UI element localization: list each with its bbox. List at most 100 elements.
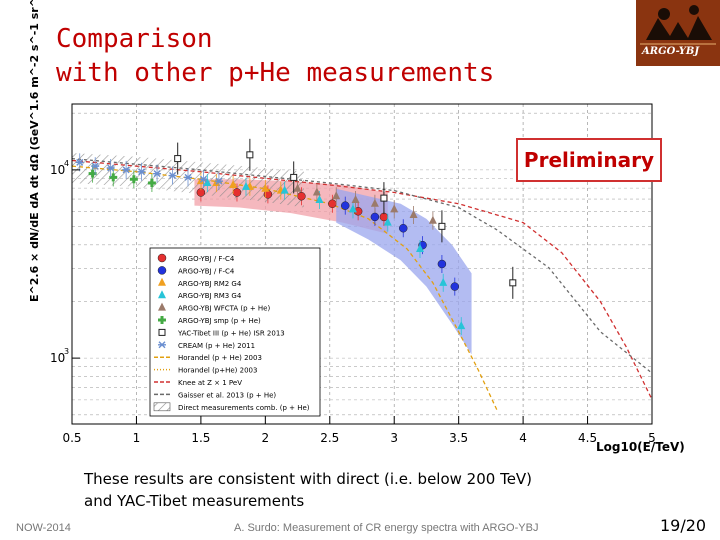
data-point (438, 222, 446, 230)
legend-label: Horandel (p+He) 2003 (178, 367, 257, 375)
x-tick-label: 3 (390, 431, 398, 445)
data-point (168, 172, 177, 180)
legend-swatch (158, 341, 166, 349)
y-tick-label: 10 (50, 163, 65, 177)
data-point (137, 168, 146, 176)
legend-swatch (153, 402, 171, 412)
data-point (315, 195, 324, 203)
data-point (214, 177, 223, 185)
data-point (174, 155, 182, 163)
data-point (109, 173, 118, 182)
legend-swatch (157, 253, 167, 263)
legend-label: ARGO-YBJ smp (p + He) (178, 317, 261, 325)
x-tick-label: 1 (133, 431, 141, 445)
legend-label: YAC-Tibet III (p + He) ISR 2013 (177, 329, 285, 337)
data-point (332, 191, 341, 200)
systematic-band (336, 188, 472, 355)
data-point (312, 187, 321, 196)
x-tick-label: 0.5 (62, 431, 81, 445)
note-line-1: These results are consistent with direct… (84, 470, 533, 488)
data-point (416, 243, 424, 252)
data-point (122, 166, 131, 174)
y-tick-exponent: 3 (64, 347, 69, 356)
page-number: 19/20 (660, 516, 707, 535)
legend-label: Knee at Z × 1 PeV (178, 379, 242, 387)
data-point (340, 201, 350, 210)
data-point (246, 151, 254, 159)
legend-swatch (158, 290, 166, 299)
data-point (380, 194, 388, 202)
data-point (351, 195, 360, 203)
legend: ARGO-YBJ / F-C4 ARGO-YBJ / F-C4 ARGO-YBJ R… (149, 247, 321, 417)
data-point (439, 277, 448, 286)
data-point (293, 183, 302, 192)
legend-label: ARGO-YBJ / F-C4 (178, 255, 235, 263)
data-point (457, 321, 466, 330)
model-curve (71, 165, 498, 412)
logo-art-icon (636, 0, 720, 66)
legend-label: ARGO-YBJ RM3 G4 (178, 292, 242, 300)
data-point (390, 204, 399, 213)
data-point (196, 176, 205, 185)
legend-label: Direct measurements comb. (p + He) (178, 404, 310, 412)
data-point (232, 188, 242, 197)
slide-title: Comparison with other p+He measurements (56, 22, 494, 90)
conclusion-note: These results are consistent with direct… (84, 468, 532, 512)
data-point (129, 175, 138, 184)
data-point (398, 223, 408, 233)
legend-label: ARGO-YBJ RM2 G4 (178, 280, 242, 288)
data-point (437, 259, 447, 269)
x-tick-label: 4 (519, 431, 527, 445)
data-point (370, 212, 380, 222)
data-point (203, 178, 212, 187)
note-line-2: and YAC-Tibet measurements (84, 492, 305, 510)
legend-swatch (158, 328, 166, 336)
data-point (91, 162, 100, 170)
x-axis-label: Log10(E/TeV) (596, 440, 685, 454)
data-point (428, 215, 437, 224)
model-curve (71, 157, 653, 374)
data-point (297, 191, 306, 201)
preliminary-badge: Preliminary (516, 138, 662, 182)
legend-swatch (158, 277, 166, 286)
legend-swatch (157, 266, 167, 275)
data-point (409, 210, 418, 219)
x-tick-label: 2.5 (320, 431, 339, 445)
legend-label: Horandel (p + He) 2003 (178, 354, 262, 362)
legend-box (149, 247, 321, 417)
x-tick-label: 5 (648, 431, 656, 445)
y-tick-label: 10 (50, 351, 65, 365)
footer-conference: NOW-2014 (16, 522, 71, 534)
title-line-1: Comparison (56, 24, 213, 54)
x-tick-label: 4.5 (578, 431, 597, 445)
data-point (280, 185, 289, 194)
legend-label: Gaisser et al. 2013 (p + He) (178, 391, 276, 399)
data-point (328, 199, 337, 209)
data-point (199, 175, 208, 183)
y-axis-label-group: E^2.6 × dN/dE dA dt dΩ (GeV^1.6 m^-2 s^-… (28, 0, 41, 302)
x-tick-label: 1.5 (191, 431, 210, 445)
data-point (212, 178, 221, 187)
model-curve (71, 159, 653, 400)
data-point (370, 198, 379, 207)
data-point (106, 164, 115, 172)
legend-swatch (158, 302, 166, 311)
legend-label: ARGO-YBJ / F-C4 (178, 267, 235, 275)
y-tick-exponent: 4 (64, 159, 69, 168)
data-point (348, 204, 357, 213)
legend-swatch (158, 316, 166, 324)
x-tick-label: 3.5 (449, 431, 468, 445)
legend-label: CREAM (p + He) 2011 (178, 342, 255, 350)
x-tick-label: 2 (262, 431, 270, 445)
data-point (75, 158, 84, 166)
data-point (147, 179, 156, 188)
data-point (153, 170, 162, 178)
plot-frame (71, 103, 653, 425)
data-point (242, 181, 250, 190)
legend-label: ARGO-YBJ WFCTA (p + He) (178, 305, 270, 313)
title-line-2: with other p+He measurements (56, 58, 495, 88)
data-point (229, 179, 238, 188)
data-point (383, 217, 392, 226)
data-point (290, 173, 298, 181)
